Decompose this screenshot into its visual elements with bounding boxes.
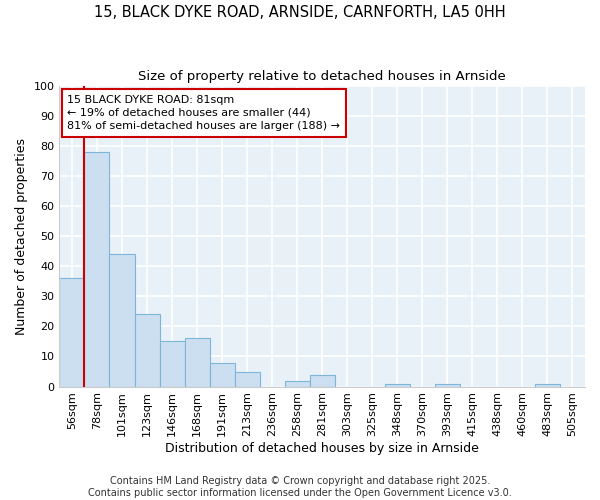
Bar [235,372,260,386]
Bar [185,338,209,386]
Text: 15 BLACK DYKE ROAD: 81sqm
← 19% of detached houses are smaller (44)
81% of semi-: 15 BLACK DYKE ROAD: 81sqm ← 19% of detac… [67,94,340,131]
Bar [85,152,109,386]
Bar [109,254,134,386]
Bar [209,362,235,386]
Title: Size of property relative to detached houses in Arnside: Size of property relative to detached ho… [139,70,506,83]
X-axis label: Distribution of detached houses by size in Arnside: Distribution of detached houses by size … [165,442,479,455]
Bar [59,278,85,386]
Y-axis label: Number of detached properties: Number of detached properties [15,138,28,334]
Bar [435,384,460,386]
Bar [134,314,160,386]
Text: 15, BLACK DYKE ROAD, ARNSIDE, CARNFORTH, LA5 0HH: 15, BLACK DYKE ROAD, ARNSIDE, CARNFORTH,… [94,5,506,20]
Bar [160,342,185,386]
Bar [385,384,410,386]
Bar [310,374,335,386]
Bar [535,384,560,386]
Bar [284,380,310,386]
Text: Contains HM Land Registry data © Crown copyright and database right 2025.
Contai: Contains HM Land Registry data © Crown c… [88,476,512,498]
